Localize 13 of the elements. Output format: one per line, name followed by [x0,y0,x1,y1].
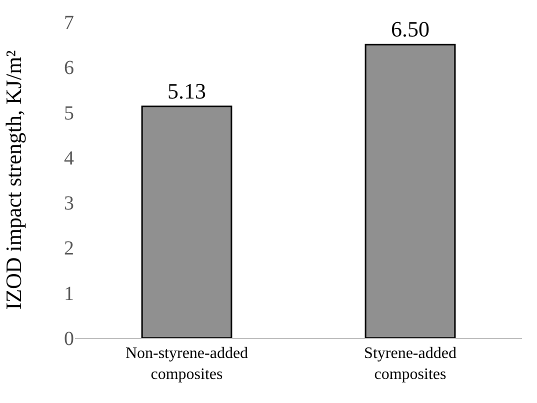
y-tick-label: 4 [64,147,74,170]
y-tick-label: 2 [64,238,74,260]
y-tick-label: 0 [64,328,74,350]
y-tick-label: 3 [64,192,74,215]
data-label: 5.13 [168,78,206,104]
y-axis-title: IZOD impact strength, KJ/m² [1,50,26,310]
y-tick-label: 6 [64,57,74,80]
y-tick-label: 1 [64,282,74,305]
y-tick-label: 7 [64,12,74,34]
x-tick-label: Styrene-added composites [364,345,456,383]
y-tick-label: 5 [64,102,74,124]
x-tick-label: Non-styrene-added composites [125,345,248,383]
data-label: 6.50 [391,16,430,42]
